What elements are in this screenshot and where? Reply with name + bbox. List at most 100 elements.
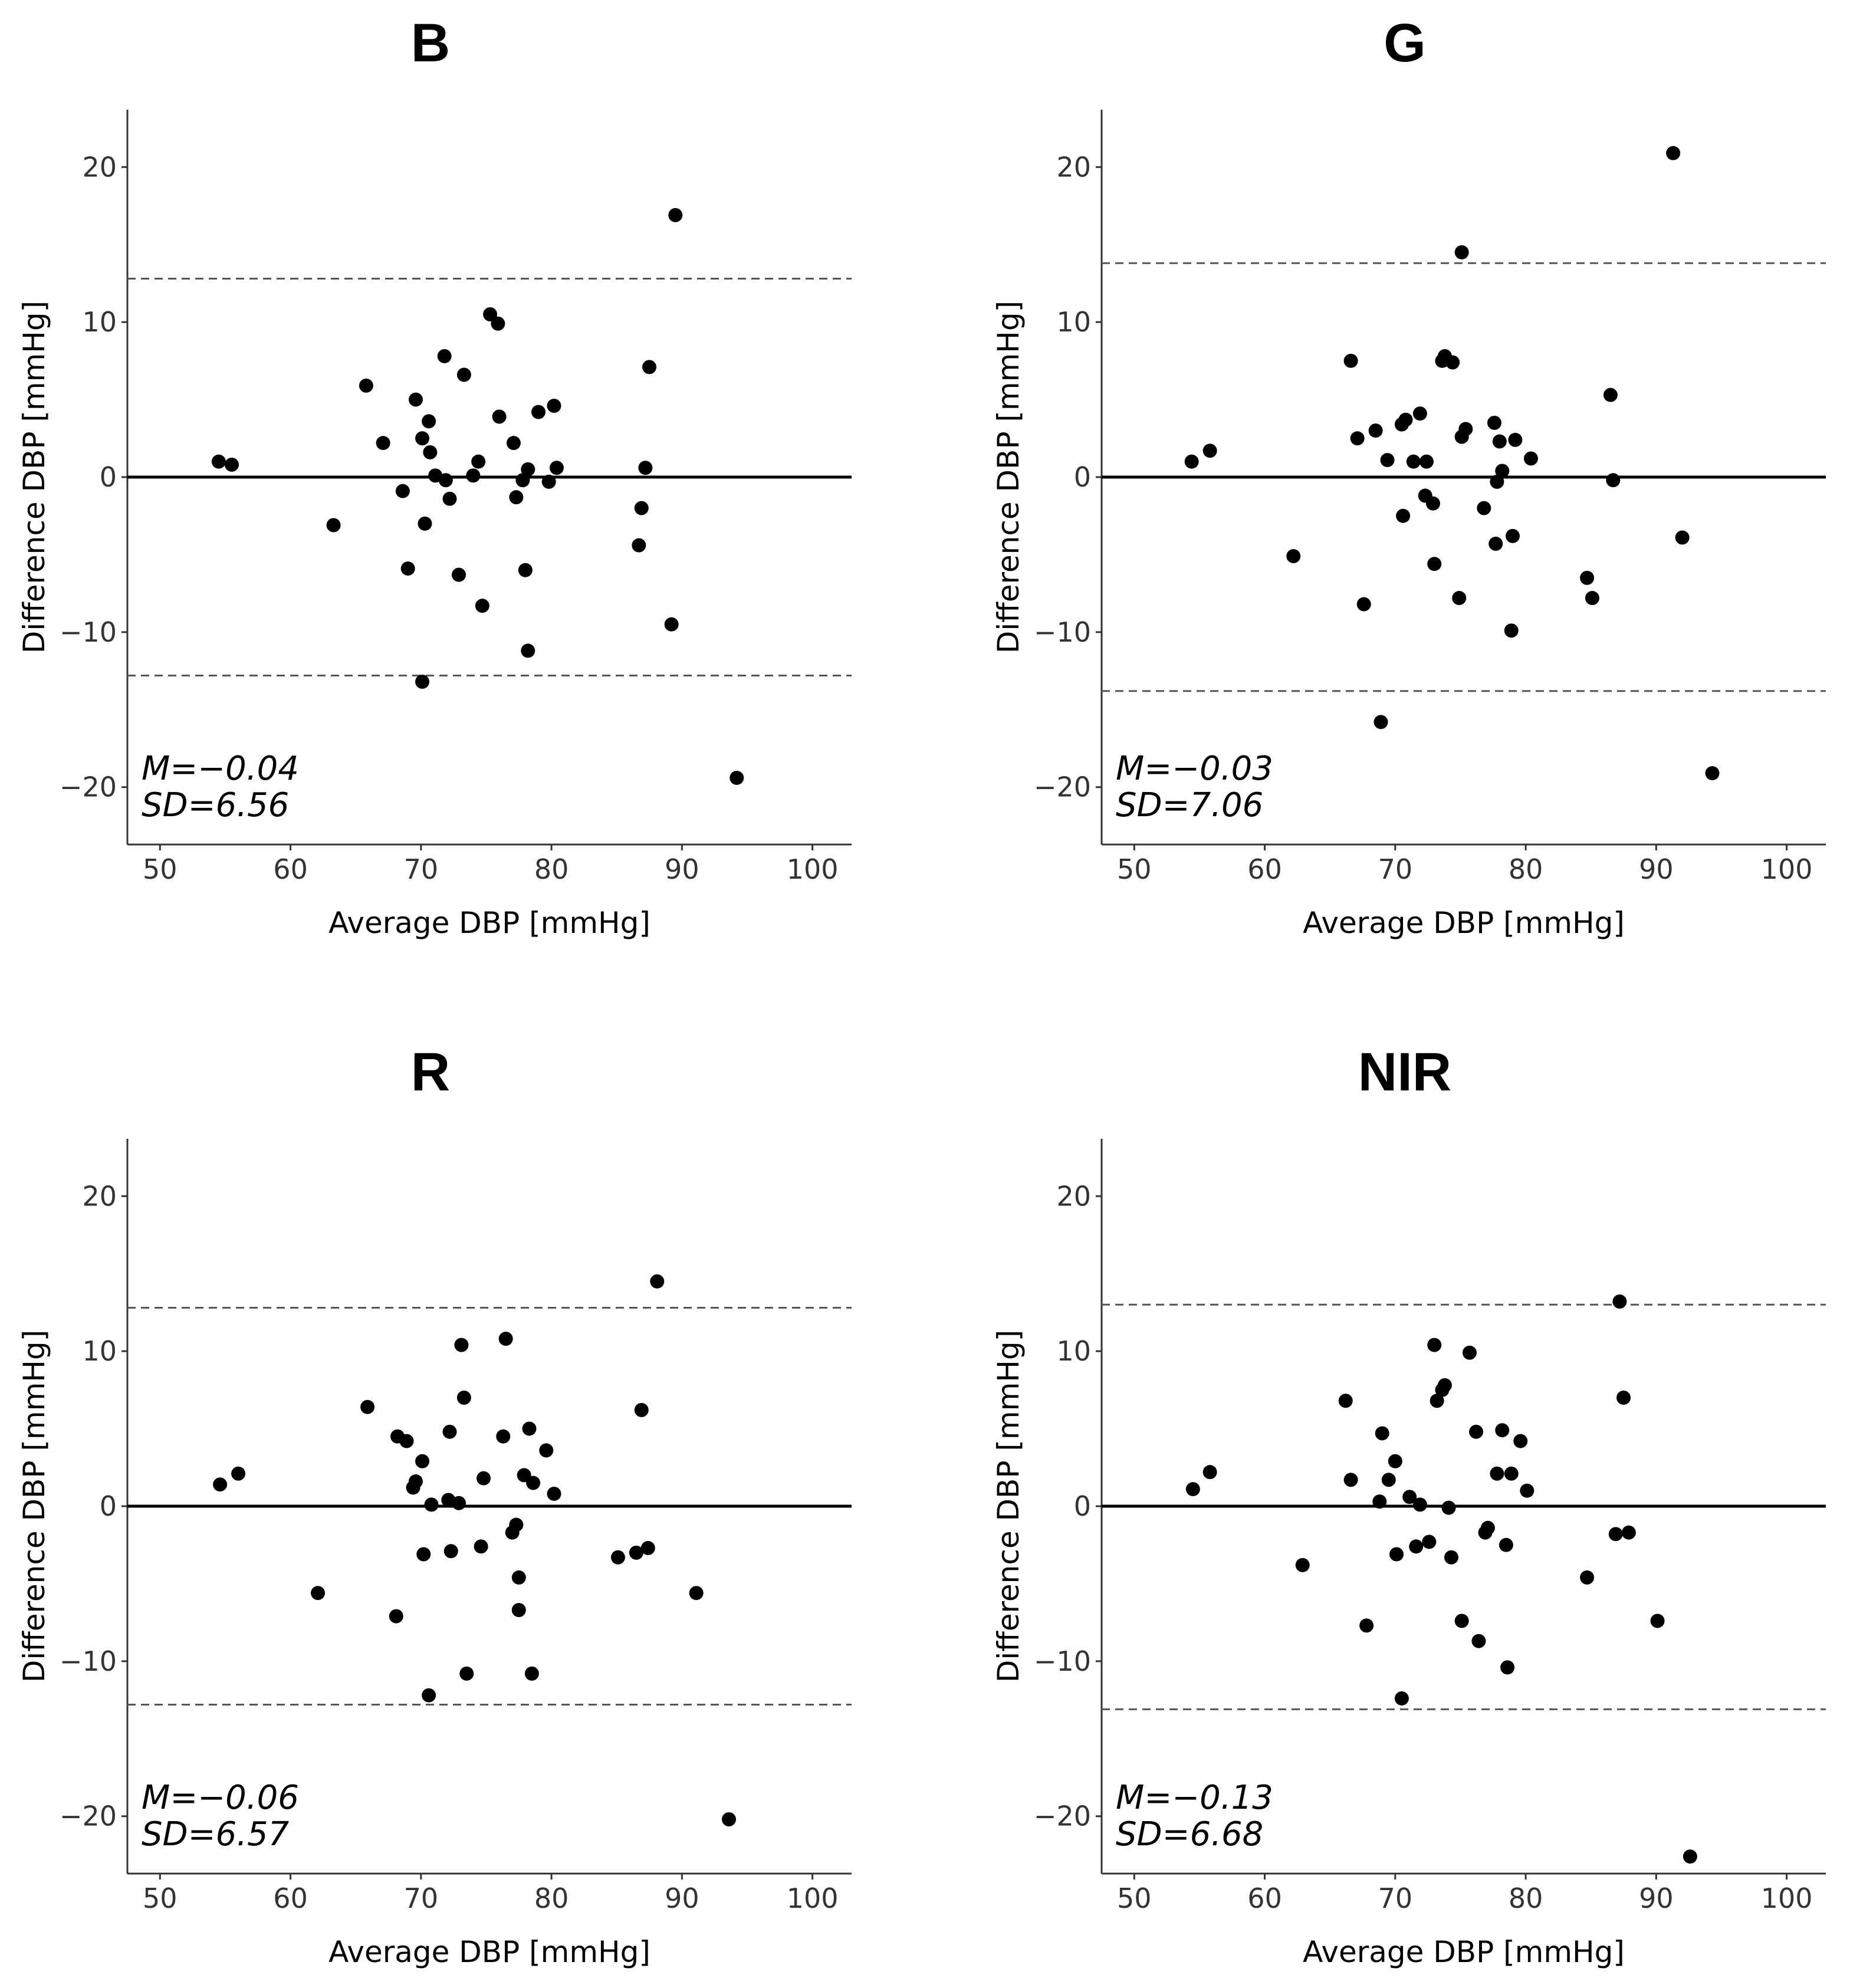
x-tick-label: 70 [404, 853, 439, 885]
data-point [1504, 1466, 1519, 1481]
data-point [549, 461, 564, 475]
chart-panel-g: G −20 −10 0 10 20 50 60 70 80 90 100 Average DBP [mm… [991, 13, 1826, 940]
data-point [213, 1477, 228, 1492]
data-point [521, 643, 535, 658]
data-point [1523, 451, 1538, 466]
data-point [722, 1812, 737, 1826]
data-point [1202, 443, 1217, 458]
data-point [408, 1474, 423, 1488]
y-tick-label: 20 [1056, 151, 1091, 183]
data-point [634, 501, 649, 515]
data-point [1705, 766, 1720, 781]
x-tick-label: 50 [143, 853, 178, 885]
data-point [231, 1466, 246, 1481]
data-point [483, 307, 498, 321]
data-point [326, 518, 341, 533]
chart-title: G [1384, 13, 1426, 73]
data-point [389, 1609, 403, 1624]
data-point [424, 1497, 439, 1512]
data-point [1462, 1345, 1477, 1360]
data-point [1398, 412, 1413, 427]
x-tick-label: 60 [273, 853, 308, 885]
data-point [1381, 1473, 1396, 1487]
data-point [668, 208, 683, 222]
data-point [474, 1539, 488, 1554]
x-tick-label: 80 [1509, 1882, 1543, 1914]
data-point [1402, 1490, 1417, 1504]
data-point [515, 473, 530, 488]
data-point [1338, 1394, 1353, 1408]
data-point [415, 1454, 430, 1468]
data-point [1286, 549, 1301, 564]
x-tick-label: 70 [1378, 1882, 1413, 1914]
x-axis-title: Average DBP [mmHg] [328, 1935, 650, 1969]
data-point [1675, 530, 1690, 545]
data-point [634, 1403, 649, 1418]
x-tick-label: 80 [534, 1882, 569, 1914]
y-tick-label: −20 [1034, 771, 1091, 803]
data-point [400, 561, 415, 576]
data-point [1409, 1539, 1424, 1554]
data-point [1513, 1434, 1528, 1448]
data-point [1520, 1483, 1534, 1498]
data-point [311, 1586, 326, 1601]
y-tick-label: 20 [1056, 1180, 1091, 1212]
data-point [415, 431, 430, 446]
chart-title: R [411, 1042, 450, 1102]
data-point [1202, 1465, 1217, 1480]
data-point [452, 567, 466, 582]
data-point [496, 1429, 511, 1444]
data-point [1422, 1534, 1437, 1549]
data-point [640, 1540, 655, 1555]
data-point [456, 367, 471, 382]
data-point [511, 1570, 526, 1585]
data-point [1495, 1423, 1510, 1438]
y-tick-label: 0 [1074, 1490, 1091, 1522]
data-point [1396, 508, 1411, 523]
data-point [531, 405, 546, 419]
x-tick-label: 90 [1639, 853, 1674, 885]
mean-annotation: M=−0.04 [142, 750, 299, 788]
data-point [541, 474, 556, 489]
sd-annotation: SD=6.56 [142, 786, 289, 824]
data-point [471, 454, 486, 469]
data-point [511, 1603, 526, 1618]
data-point [422, 1688, 436, 1703]
data-point [1606, 473, 1621, 488]
y-tick-label: −10 [1034, 616, 1091, 648]
data-point [526, 1476, 541, 1490]
data-point [1445, 355, 1460, 370]
x-tick-label: 70 [1378, 853, 1413, 885]
y-tick-label: 20 [82, 151, 117, 183]
y-tick-label: 10 [1056, 306, 1091, 338]
data-point [1295, 1557, 1310, 1572]
data-point [1683, 1849, 1697, 1864]
data-point [650, 1274, 665, 1289]
data-point [475, 599, 489, 613]
data-point [1430, 1394, 1444, 1408]
data-point [1412, 406, 1427, 421]
data-point [423, 445, 438, 459]
data-point [442, 491, 457, 506]
y-tick-label: 0 [100, 1490, 117, 1522]
data-point [1373, 715, 1388, 730]
data-point [610, 1550, 625, 1565]
data-point [1412, 1497, 1427, 1512]
data-point [1454, 1614, 1469, 1628]
x-tick-label: 100 [787, 1882, 839, 1914]
data-point [1343, 353, 1358, 368]
data-point [415, 674, 430, 689]
data-point [1343, 1473, 1358, 1487]
y-tick-label: −10 [60, 616, 117, 648]
data-point [1359, 1618, 1374, 1633]
data-point [1452, 591, 1467, 606]
data-point [1368, 423, 1383, 438]
data-point [1505, 528, 1520, 543]
chart-panel-r: R −20 −10 0 10 20 50 60 70 80 90 100 Average DBP [mm… [17, 1042, 852, 1969]
data-point [1389, 1547, 1404, 1562]
mean-annotation: M=−0.13 [1116, 1779, 1273, 1817]
x-tick-label: 60 [1247, 1882, 1282, 1914]
data-point [642, 360, 657, 374]
data-point [1454, 245, 1469, 259]
y-tick-label: 10 [1056, 1335, 1091, 1367]
